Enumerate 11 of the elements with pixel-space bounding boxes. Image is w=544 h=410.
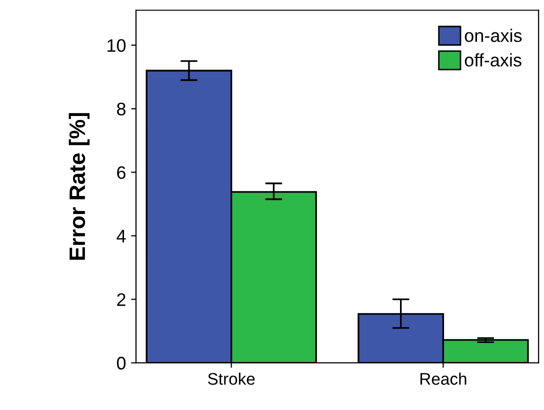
y-tick-label: 6 (117, 166, 126, 179)
y-axis-title: Error Rate [%] (68, 113, 90, 260)
legend-label: on-axis (464, 28, 522, 42)
y-tick-label: 0 (116, 356, 126, 370)
x-tick-label: Stroke (208, 372, 255, 385)
y-tick-label: 10 (108, 39, 126, 52)
y-tick-label: 2 (117, 293, 126, 306)
y-tick-label: 4 (116, 230, 126, 242)
x-tick-label: Reach (420, 372, 466, 385)
legend-label: off-axis (464, 53, 522, 67)
y-tick-label: 8 (117, 102, 126, 116)
